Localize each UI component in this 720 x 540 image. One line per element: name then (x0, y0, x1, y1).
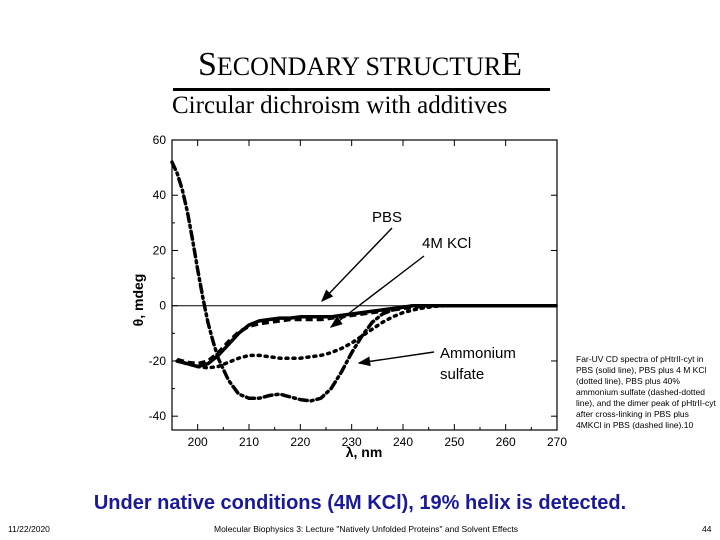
annotation-sulfate: sulfate (440, 366, 484, 383)
annotation-pbs: PBS (372, 209, 402, 226)
y-tick-label: 0 (159, 299, 166, 313)
annotation-pbs-arrow (321, 227, 393, 303)
conclusion-text: Under native conditions (4M KCl), 19% he… (93, 492, 627, 514)
slide-subtitle: Circular dichroism with additives (172, 92, 508, 119)
y-tick-label: 60 (153, 133, 167, 147)
title-final: E (501, 46, 523, 83)
annotation-kcl-arrow (329, 255, 425, 328)
y-tick-label: -20 (149, 354, 167, 368)
slide-title: SECONDARY STRUCTURE (0, 46, 720, 84)
series-lines (170, 160, 559, 403)
y-tick-label: 40 (153, 188, 167, 202)
footer-lecture-title: Molecular Biophysics 3: Lecture "Nativel… (214, 524, 519, 534)
series-line-2 (170, 160, 559, 403)
series-line-1 (175, 303, 559, 370)
x-tick-label: 240 (393, 435, 413, 449)
x-tick-label: 230 (342, 435, 362, 449)
annotation-ammonium-arrow (357, 351, 435, 367)
annotation-ammonium: Ammonium (440, 345, 516, 362)
title-initial: S (197, 46, 217, 83)
y-tick-label: -40 (149, 409, 167, 423)
annotation-kcl: 4M KCl (422, 235, 471, 252)
y-axis-label: θ, mdeg (130, 274, 146, 327)
x-tick-label: 250 (444, 435, 464, 449)
footer-page-number: 44 (702, 524, 712, 534)
figure-caption: Far-UV CD spectra of pHtrII-cyt in PBS (… (576, 354, 716, 430)
x-tick-label: 220 (290, 435, 310, 449)
x-axis-label: λ, nm (346, 444, 383, 460)
x-tick-label: 200 (188, 435, 208, 449)
series-line-3 (176, 303, 557, 366)
title-middle: ECONDARY STRUCTUR (216, 52, 502, 81)
plot-frame (171, 139, 558, 431)
plot-area (171, 139, 558, 431)
x-tick-label: 260 (496, 435, 516, 449)
x-tick-label: 270 (547, 435, 567, 449)
footer-date: 11/22/2020 (8, 524, 50, 534)
x-tick-label: 210 (239, 435, 259, 449)
title-underline (173, 88, 550, 91)
y-tick-label: 20 (153, 243, 167, 257)
annotations: PBS 4M KCl Ammonium sulfate (321, 209, 516, 383)
